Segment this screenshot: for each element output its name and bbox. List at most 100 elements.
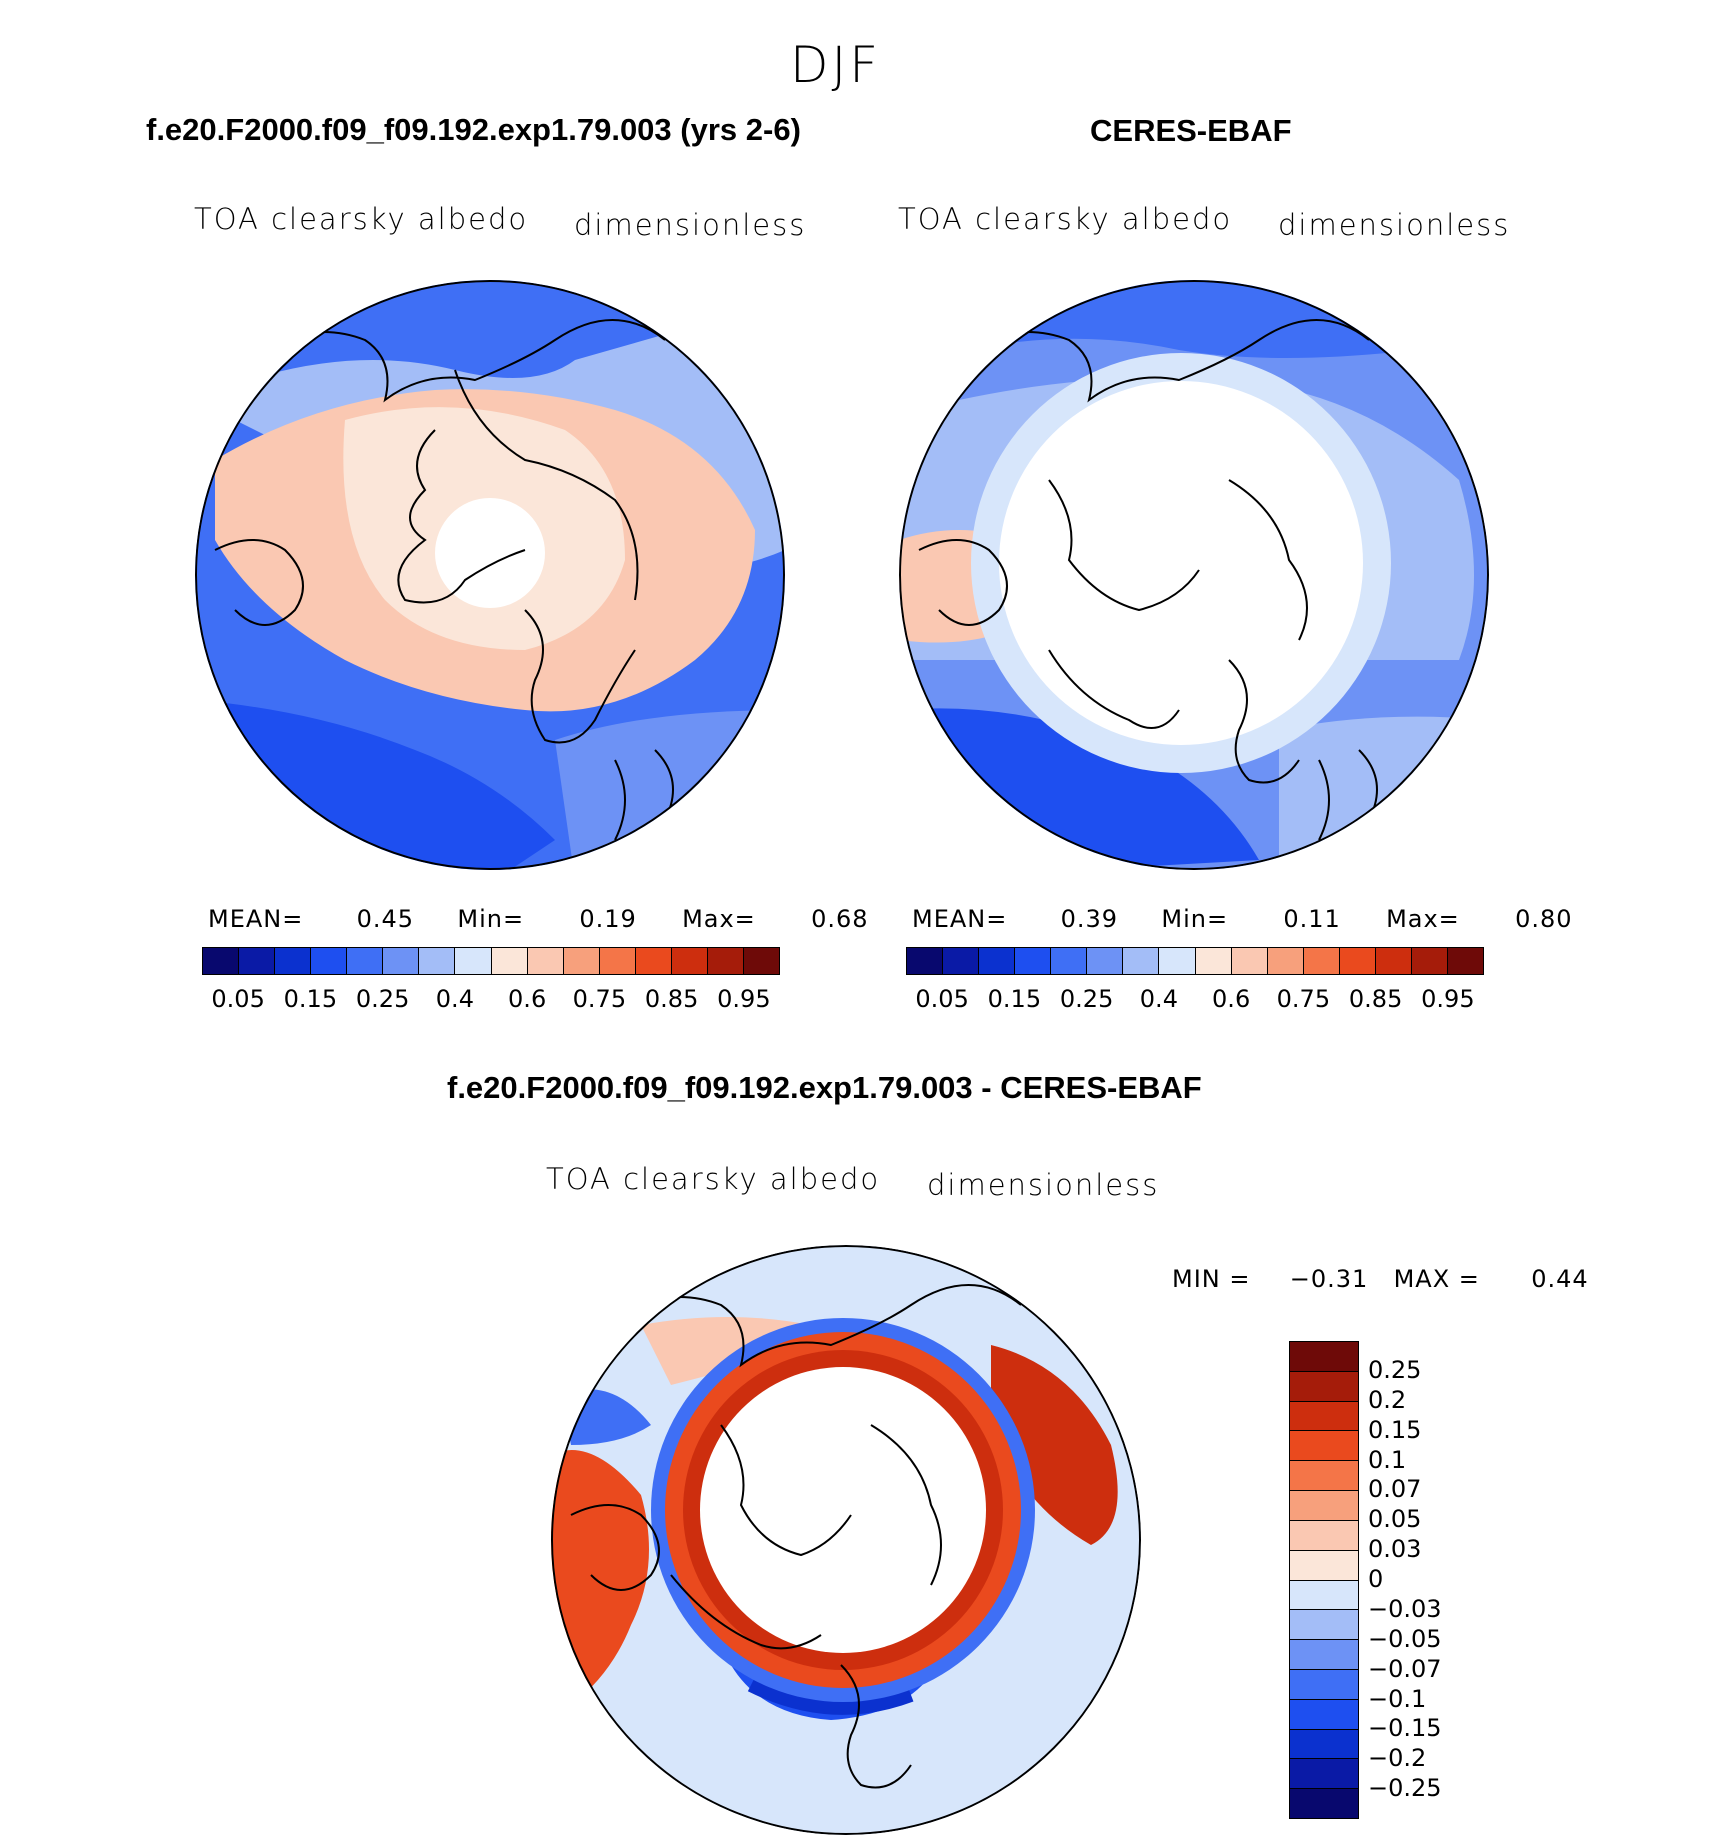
colorbar-tick-label: 0.07 — [1368, 1475, 1422, 1504]
panel-3-polar-map — [551, 1245, 1141, 1835]
colorbar-swatch — [527, 948, 564, 974]
colorbar-swatch — [1051, 948, 1088, 974]
colorbar-tick-label: 0.15 — [283, 985, 338, 1013]
colorbar-tick-label: −0.1 — [1368, 1684, 1427, 1713]
colorbar-tick-label: −0.2 — [1368, 1744, 1427, 1773]
colorbar-swatch — [419, 948, 456, 974]
colorbar-tick-label: 0.03 — [1368, 1535, 1422, 1564]
panel-3-units: dimensionless — [927, 1168, 1160, 1202]
colorbar-swatch — [671, 948, 708, 974]
colorbar-tick-label: −0.03 — [1368, 1594, 1442, 1623]
panel-2-variable: TOA clearsky albedo — [898, 202, 1233, 236]
colorbar-swatch — [1290, 1371, 1358, 1402]
colorbar-swatch — [203, 948, 240, 974]
max-value: 0.80 — [1515, 905, 1573, 933]
panel-3-title: f.e20.F2000.f09_f09.192.exp1.79.003 - CE… — [447, 1070, 1202, 1105]
colorbar-swatch — [563, 948, 600, 974]
colorbar-swatch — [1290, 1789, 1358, 1818]
min-label: Min= — [1161, 905, 1229, 933]
colorbar-swatch — [1303, 948, 1340, 974]
panel-1-stats: MEAN= 0.45 Min= 0.19 Max= 0.68 — [208, 905, 869, 933]
colorbar-swatch — [1339, 948, 1376, 974]
colorbar-tick-label: 0.25 — [1368, 1355, 1422, 1384]
colorbar-swatch — [311, 948, 348, 974]
figure-title: DJF — [790, 36, 882, 94]
colorbar-tick-label: 0.05 — [915, 985, 969, 1013]
colorbar-swatch — [1290, 1431, 1358, 1462]
pole-gap — [435, 498, 545, 608]
panel-2-polar-map — [899, 280, 1489, 870]
colorbar-tick-label: −0.05 — [1368, 1624, 1442, 1653]
colorbar-swatch — [347, 948, 384, 974]
coastlines — [570, 1284, 1022, 1789]
colorbar-swatch — [1231, 948, 1268, 974]
colorbar-tick-label: 0.25 — [355, 985, 410, 1013]
panel-1-units: dimensionless — [574, 208, 807, 242]
min-value: −0.31 — [1289, 1265, 1369, 1293]
mean-value: 0.45 — [356, 905, 415, 933]
negative-anomaly — [747, 1678, 914, 1715]
missing-data-region — [700, 1367, 986, 1653]
min-value: 0.19 — [579, 905, 637, 933]
max-label: Max= — [682, 905, 756, 933]
colorbar-swatch — [943, 948, 980, 974]
colorbar-swatch — [1411, 948, 1448, 974]
colorbar-swatch — [1290, 1640, 1358, 1670]
mean-label: MEAN= — [208, 905, 304, 933]
colorbar-tick-label: 0.6 — [1212, 985, 1251, 1013]
panel-2-units: dimensionless — [1278, 208, 1511, 242]
colorbar-tick-label: −0.25 — [1368, 1774, 1442, 1803]
colorbar-tick-label: 0.15 — [1368, 1415, 1422, 1444]
colorbar-swatch — [599, 948, 636, 974]
colorbar-swatch — [1267, 948, 1304, 974]
panel-2-stats: MEAN= 0.39 Min= 0.11 Max= 0.80 — [912, 905, 1573, 933]
colorbar-swatch — [907, 948, 944, 974]
positive-anomaly — [991, 1345, 1118, 1545]
colorbar-swatch — [1290, 1520, 1358, 1551]
panel-1-variable: TOA clearsky albedo — [194, 202, 529, 236]
min-label: MIN = — [1172, 1265, 1251, 1293]
colorbar-swatch — [1195, 948, 1232, 974]
colorbar-swatch — [491, 948, 528, 974]
colorbar-tick-label: 0.75 — [572, 985, 627, 1013]
min-value: 0.11 — [1283, 905, 1341, 933]
panel-1-colorbar — [202, 947, 780, 975]
colorbar-swatch — [1015, 948, 1052, 974]
colorbar-swatch — [635, 948, 672, 974]
colorbar-tick-label: 0.95 — [1421, 985, 1475, 1013]
colorbar-tick-label: 0.2 — [1368, 1385, 1407, 1414]
panel-2-title: CERES-EBAF — [1090, 113, 1292, 148]
mean-value: 0.39 — [1060, 905, 1119, 933]
colorbar-swatch — [1087, 948, 1124, 974]
panel-1-polar-map — [195, 280, 785, 870]
colorbar-tick-label: 0.05 — [211, 985, 265, 1013]
colorbar-swatch — [1290, 1491, 1358, 1521]
panel-3-colorbar — [1289, 1341, 1359, 1819]
colorbar-tick-label: 0.05 — [1368, 1505, 1422, 1534]
colorbar-tick-label: 0.4 — [1139, 985, 1178, 1013]
colorbar-swatch — [1290, 1669, 1358, 1700]
colorbar-tick-label: −0.07 — [1368, 1654, 1442, 1683]
colorbar-tick-label: 0.85 — [1348, 985, 1403, 1013]
eurasia-band — [555, 710, 785, 870]
colorbar-swatch — [1290, 1610, 1358, 1641]
panel-2-colorbar — [906, 947, 1484, 975]
colorbar-swatch — [1290, 1550, 1358, 1581]
panel-1-title: f.e20.F2000.f09_f09.192.exp1.79.003 (yrs… — [146, 112, 801, 147]
colorbar-tick-label: 0.4 — [435, 985, 474, 1013]
missing-data-region — [999, 381, 1363, 745]
colorbar-tick-label: 0.25 — [1059, 985, 1114, 1013]
colorbar-swatch — [1290, 1342, 1358, 1372]
colorbar-swatch — [1290, 1699, 1358, 1730]
max-label: Max= — [1386, 905, 1460, 933]
min-label: Min= — [457, 905, 525, 933]
colorbar-swatch — [707, 948, 744, 974]
colorbar-swatch — [1159, 948, 1196, 974]
colorbar-tick-label: 0.75 — [1276, 985, 1331, 1013]
colorbar-swatch — [743, 948, 779, 974]
coastlines — [918, 319, 1378, 841]
colorbar-tick-label: 0.95 — [717, 985, 771, 1013]
colorbar-swatch — [1447, 948, 1483, 974]
panel-3-minmax: MIN = −0.31 MAX = 0.44 — [1172, 1265, 1589, 1293]
panel-3-variable: TOA clearsky albedo — [546, 1162, 881, 1196]
